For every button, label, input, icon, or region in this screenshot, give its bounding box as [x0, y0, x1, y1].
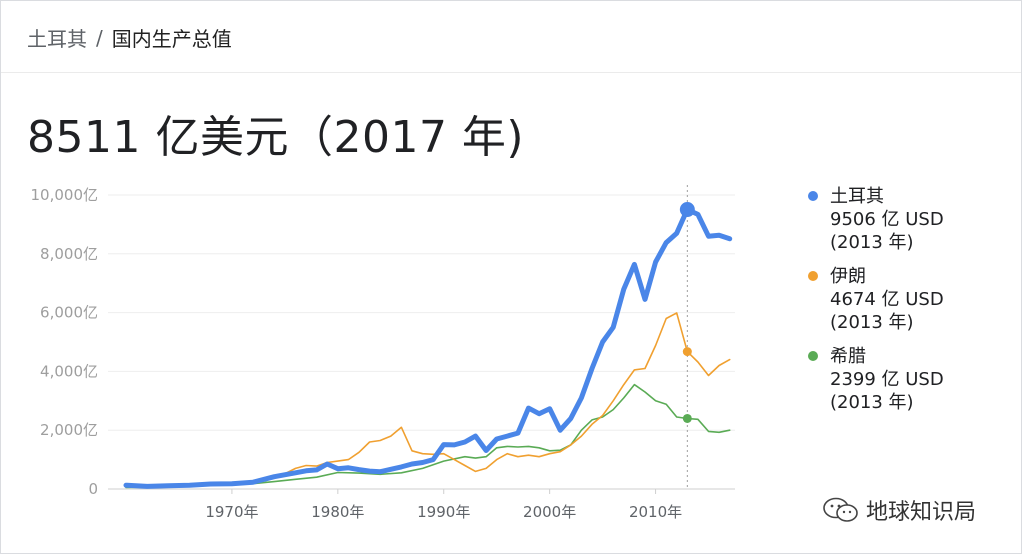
legend-name-greece: 希腊	[830, 346, 866, 367]
legend-value-turkey: 9506 亿 USD	[830, 209, 944, 230]
series-line-2	[125, 383, 731, 489]
x-tick-label: 1980年	[311, 503, 364, 521]
breadcrumb-parent-link[interactable]: 土耳其	[27, 27, 87, 51]
legend-item-turkey[interactable]: 土耳其 9506 亿 USD (2013 年)	[808, 185, 944, 254]
chart-legend: 土耳其 9506 亿 USD (2013 年) 伊朗 4674 亿 USD (2…	[808, 185, 944, 425]
legend-item-greece[interactable]: 希腊 2399 亿 USD (2013 年)	[808, 345, 944, 414]
legend-dot-iran	[808, 271, 818, 281]
wechat-icon	[823, 497, 858, 522]
breadcrumb-separator: /	[96, 25, 103, 50]
legend-year-turkey: (2013 年)	[830, 232, 914, 253]
highlight-point-2	[682, 413, 692, 423]
legend-year-iran: (2013 年)	[830, 312, 914, 333]
x-tick-label: 1970年	[205, 503, 258, 521]
y-tick-label: 4,000亿	[40, 362, 98, 380]
watermark: 地球知识局	[822, 494, 976, 526]
highlight-point-0	[679, 202, 695, 218]
y-tick-label: 8,000亿	[40, 245, 98, 263]
y-tick-label: 0	[88, 480, 98, 498]
breadcrumb-current: 国内生产总值	[111, 27, 232, 51]
x-tick-label: 2010年	[629, 503, 682, 521]
legend-item-iran[interactable]: 伊朗 4674 亿 USD (2013 年)	[808, 265, 944, 334]
legend-year-greece: (2013 年)	[830, 392, 914, 413]
gdp-headline: 8511 亿美元（2017 年)	[27, 112, 525, 163]
y-tick-label: 6,000亿	[40, 304, 98, 322]
legend-name-turkey: 土耳其	[830, 186, 884, 207]
x-tick-label: 2000年	[523, 503, 576, 521]
highlight-point-1	[682, 347, 692, 357]
header-divider	[1, 72, 1021, 73]
legend-value-iran: 4674 亿 USD	[830, 289, 944, 310]
watermark-text: 地球知识局	[866, 500, 977, 525]
y-tick-label: 10,000亿	[31, 186, 99, 204]
legend-name-iran: 伊朗	[830, 266, 866, 287]
legend-dot-greece	[808, 351, 818, 361]
breadcrumb: 土耳其 / 国内生产总值	[27, 23, 232, 52]
y-tick-label: 2,000亿	[40, 421, 98, 439]
series-line-0	[123, 207, 733, 489]
legend-value-greece: 2399 亿 USD	[830, 369, 944, 390]
x-tick-label: 1990年	[417, 503, 470, 521]
legend-dot-turkey	[808, 191, 818, 201]
